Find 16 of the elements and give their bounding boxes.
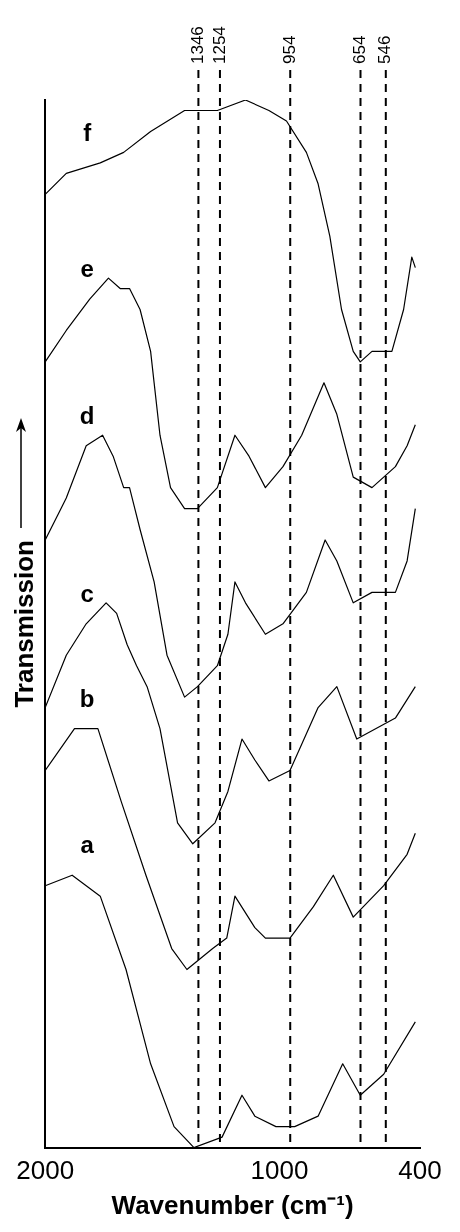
legend-label: d	[79, 401, 95, 429]
x-tick-label: 1000	[250, 1155, 309, 1186]
series-label: c	[80, 579, 94, 607]
series-label: a	[80, 831, 95, 859]
ref-line-label: 654	[350, 35, 370, 64]
x-tick-label: 2000	[16, 1155, 75, 1186]
x-tick-label: 400	[398, 1155, 442, 1186]
ref-line-label: 1254	[209, 26, 229, 64]
ref-line-label: 546	[375, 35, 395, 64]
x-axis-title: Wavenumber (cm⁻¹)	[111, 1189, 354, 1220]
series-label: f	[83, 118, 93, 146]
y-axis-title: Transmission	[8, 539, 39, 708]
series-label: e	[80, 255, 94, 283]
series-label: b	[79, 684, 95, 712]
ref-line-label: 954	[279, 35, 299, 64]
ref-line-label: 1346	[188, 26, 208, 64]
